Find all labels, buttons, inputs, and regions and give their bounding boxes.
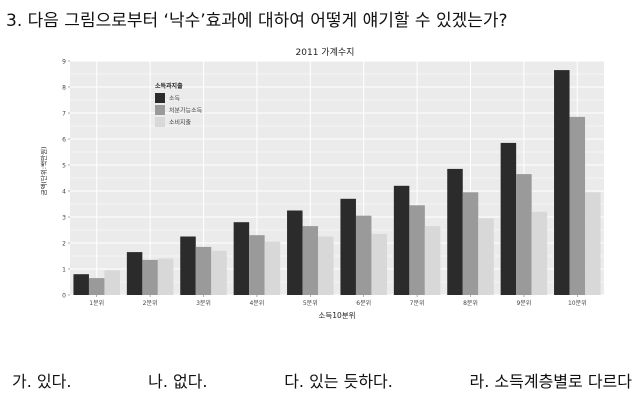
legend-swatch-소득 [155,93,165,103]
answer-choices: 가. 있다. 나. 없다. 다. 있는 듯하다. 라. 소득계층별로 다르다 [12,368,632,392]
y-tick-label: 1 [62,267,66,274]
x-tick-label: 8분위 [463,299,478,307]
y-tick-label: 4 [62,189,66,196]
bar-처분가능소득-2분위 [142,259,158,295]
bar-처분가능소득-1분위 [88,278,105,295]
bar-소득-4분위 [233,222,250,295]
income-expenditure-chart: 2011 가계수지 0 1 2 3 4 5 6 7 8 9 1분위 2분위 3분위 4분위 5분위 6분위 7분위… [38,44,612,332]
bar-소비지출-7분위 [424,226,441,295]
y-tick-label: 9 [62,59,66,66]
bar-소득-1분위 [73,274,89,295]
x-tick-label: 6분위 [356,299,371,307]
choice-c[interactable]: 다. 있는 듯하다. [284,372,393,391]
bar-소득-3분위 [180,236,196,295]
x-tick-label: 9분위 [516,299,531,307]
bar-소비지출-3분위 [211,250,227,295]
bar-소득-10분위 [554,70,570,295]
y-tick-label: 3 [62,215,66,222]
bar-처분가능소득-8분위 [462,192,479,295]
bar-소득-6분위 [340,198,356,295]
legend-swatch-처분가능소득 [155,105,165,115]
bar-처분가능소득-3분위 [195,246,212,295]
question-text: 3. 다음 그림으로부터 ‘낙수’효과에 대하여 어떻게 얘기할 수 있겠는가? [6,11,508,31]
y-axis-label: 금액(단위:백만원) [39,146,48,195]
bar-chart-svg: 2011 가계수지 0 1 2 3 4 5 6 7 8 9 1분위 2분위 3분위 4분위 5분위 6분위 7분위… [39,46,604,320]
x-tick-label: 7분위 [410,299,425,307]
y-tick-label: 2 [62,241,66,248]
y-tick-label: 7 [62,111,66,118]
bar-소득-8분위 [447,168,463,295]
chart-title: 2011 가계수지 [296,46,355,58]
y-tick-label: 6 [62,137,66,144]
bar-소비지출-8분위 [478,218,494,295]
x-tick-label: 4분위 [249,299,264,307]
bar-소비지출-10분위 [585,192,601,295]
bar-처분가능소득-7분위 [409,205,425,295]
legend-label-소득: 소득 [169,96,181,103]
bar-소비지출-2분위 [157,258,174,295]
bar-소득-7분위 [393,185,410,295]
bar-소비지출-4분위 [264,241,281,295]
bar-소비지출-1분위 [104,270,120,295]
bar-소비지출-5분위 [318,236,334,295]
bar-소득-5분위 [287,210,303,295]
bar-소득-9분위 [500,142,517,295]
bar-처분가능소득-5분위 [302,226,319,295]
x-tick-label: 1분위 [89,299,104,307]
x-tick-label: 5분위 [303,299,318,307]
bar-처분가능소득-9분위 [516,174,532,295]
y-tick-label: 0 [62,293,66,300]
bar-처분가능소득-4분위 [249,235,265,295]
legend-title: 소득과지출 [155,82,183,90]
choice-a[interactable]: 가. 있다. [12,372,72,391]
choice-b[interactable]: 나. 없다. [148,372,208,391]
y-tick-label: 5 [62,163,66,170]
x-tick-label: 10분위 [568,299,587,307]
bar-처분가능소득-6분위 [355,215,372,295]
bar-소비지출-6분위 [371,233,387,295]
legend-swatch-소비지출 [155,117,165,127]
bar-처분가능소득-10분위 [569,116,586,296]
x-tick-label: 2분위 [143,299,158,307]
bar-소비지출-9분위 [531,211,548,295]
choice-d[interactable]: 라. 소득계층별로 다르다 [469,372,632,391]
y-tick-label: 8 [62,85,66,92]
bar-소득-2분위 [126,252,143,295]
x-axis-label: 소득10분위 [318,311,355,320]
legend-label-처분가능소득: 처분가능소득 [169,107,203,115]
x-tick-label: 3분위 [196,299,211,307]
legend-label-소비지출: 소비지출 [169,119,192,127]
